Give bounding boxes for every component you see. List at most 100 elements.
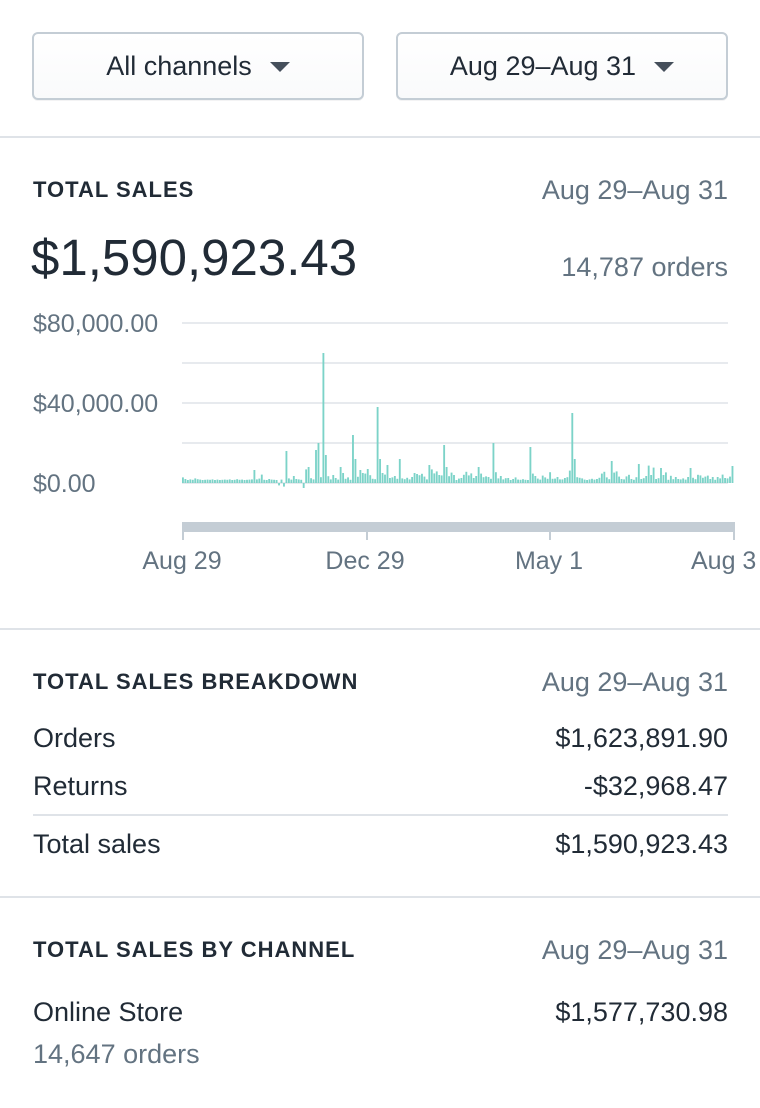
chart-bar bbox=[694, 479, 697, 483]
chart-bar bbox=[352, 435, 354, 483]
chart-bar bbox=[467, 475, 470, 483]
x-tick-label: May 1 bbox=[515, 547, 583, 575]
chart-bar bbox=[189, 479, 192, 483]
chart-bar bbox=[709, 479, 712, 483]
caret-down-icon bbox=[654, 62, 675, 72]
chart-bar bbox=[445, 467, 448, 483]
chart-bar bbox=[480, 473, 483, 483]
chart-bar bbox=[522, 479, 524, 483]
chart-bar bbox=[458, 478, 460, 483]
chart-bar bbox=[504, 478, 507, 483]
chart-bar bbox=[347, 477, 349, 483]
chart-bar bbox=[428, 465, 431, 483]
chart-bar bbox=[443, 445, 446, 483]
chart-bar bbox=[578, 477, 581, 483]
chart-range-scrubber[interactable] bbox=[182, 522, 734, 532]
chart-bar bbox=[472, 478, 475, 483]
chart-bar bbox=[692, 477, 694, 483]
chart-bar bbox=[460, 478, 463, 483]
chart-bar bbox=[657, 478, 660, 483]
breakdown-total-value: $1,590,923.43 bbox=[555, 829, 728, 859]
chart-bar bbox=[391, 477, 394, 483]
chart-bar bbox=[660, 468, 662, 483]
chart-bar bbox=[605, 477, 608, 483]
chart-bar bbox=[438, 475, 441, 483]
chart-bar bbox=[635, 477, 638, 483]
channel-orders-count: 14,647 orders bbox=[33, 1039, 200, 1069]
chart-bar bbox=[297, 479, 300, 483]
channel-dropdown[interactable]: All channels bbox=[32, 32, 364, 100]
date-range-dropdown[interactable]: Aug 29–Aug 31 bbox=[396, 32, 728, 100]
chart-bar bbox=[509, 480, 512, 483]
y-tick-label: $80,000.00 bbox=[33, 310, 158, 338]
chart-bar bbox=[248, 479, 251, 483]
chart-bar bbox=[423, 476, 426, 483]
chart-bar bbox=[270, 479, 273, 483]
chart-bar bbox=[677, 479, 680, 483]
breakdown-row-value: $1,623,891.90 bbox=[555, 723, 728, 753]
chart-bar bbox=[251, 479, 253, 483]
chart-bar bbox=[280, 479, 283, 483]
chart-bar bbox=[199, 479, 202, 483]
chart-bar bbox=[430, 469, 433, 483]
chart-bar bbox=[620, 479, 623, 483]
breakdown-range: Aug 29–Aug 31 bbox=[541, 667, 728, 697]
chart-bar bbox=[411, 477, 414, 483]
chart-bar bbox=[209, 479, 211, 483]
chart-bar bbox=[236, 479, 239, 483]
chart-bar bbox=[186, 480, 189, 483]
chart-bar bbox=[559, 479, 561, 483]
chart-bar bbox=[440, 475, 443, 483]
chart-bar bbox=[637, 464, 640, 483]
chart-bar bbox=[223, 479, 226, 483]
chart-bar bbox=[379, 459, 381, 483]
chart-bar bbox=[243, 480, 246, 483]
chart-bar bbox=[339, 467, 342, 483]
chart-bar bbox=[260, 474, 263, 483]
chart-bar bbox=[613, 472, 616, 483]
chart-bar bbox=[278, 483, 280, 486]
channel-dropdown-label: All channels bbox=[106, 50, 252, 81]
chart-bar bbox=[514, 477, 517, 483]
chart-bar bbox=[273, 479, 276, 483]
chart-bar bbox=[292, 476, 295, 483]
chart-bar bbox=[425, 479, 428, 483]
chart-bar bbox=[295, 479, 298, 483]
chart-bar bbox=[650, 475, 653, 483]
chart-bar bbox=[361, 473, 364, 483]
chart-bar bbox=[310, 478, 312, 483]
date-range-dropdown-label: Aug 29–Aug 31 bbox=[449, 50, 637, 81]
caret-down-icon bbox=[269, 62, 290, 72]
chart-bar bbox=[196, 479, 199, 483]
chart-bar bbox=[529, 447, 532, 483]
chart-bar bbox=[507, 478, 510, 483]
chart-bar bbox=[324, 455, 327, 483]
chart-bar bbox=[349, 479, 352, 483]
chart-bar bbox=[329, 479, 332, 483]
chart-bar bbox=[317, 443, 320, 483]
chart-bar bbox=[623, 479, 625, 483]
chart-x-axis: Aug 29 Dec 29 May 1 Aug 3 bbox=[142, 547, 756, 575]
chart-bar bbox=[502, 479, 505, 483]
chart-bar bbox=[194, 478, 197, 483]
chart-bar bbox=[246, 479, 248, 483]
chart-bar bbox=[263, 479, 266, 483]
chart-bar bbox=[455, 480, 458, 483]
chart-bar bbox=[600, 473, 603, 483]
chart-bar bbox=[364, 473, 367, 483]
chart-bar bbox=[374, 479, 377, 483]
chart-bar bbox=[354, 459, 357, 483]
chart-bar bbox=[591, 478, 593, 483]
x-tick-label: Aug 29 bbox=[142, 547, 221, 575]
chart-bar bbox=[204, 479, 207, 483]
chart-bar bbox=[731, 466, 734, 483]
chart-bar bbox=[583, 479, 586, 483]
chart-bar bbox=[305, 469, 308, 483]
chart-bar bbox=[561, 479, 564, 483]
chart-bar bbox=[233, 479, 236, 483]
chart-bar bbox=[499, 476, 502, 483]
chart-bar bbox=[546, 478, 549, 483]
chart-bar bbox=[475, 476, 478, 483]
chart-bar bbox=[403, 479, 406, 483]
chart-bar bbox=[241, 479, 243, 483]
